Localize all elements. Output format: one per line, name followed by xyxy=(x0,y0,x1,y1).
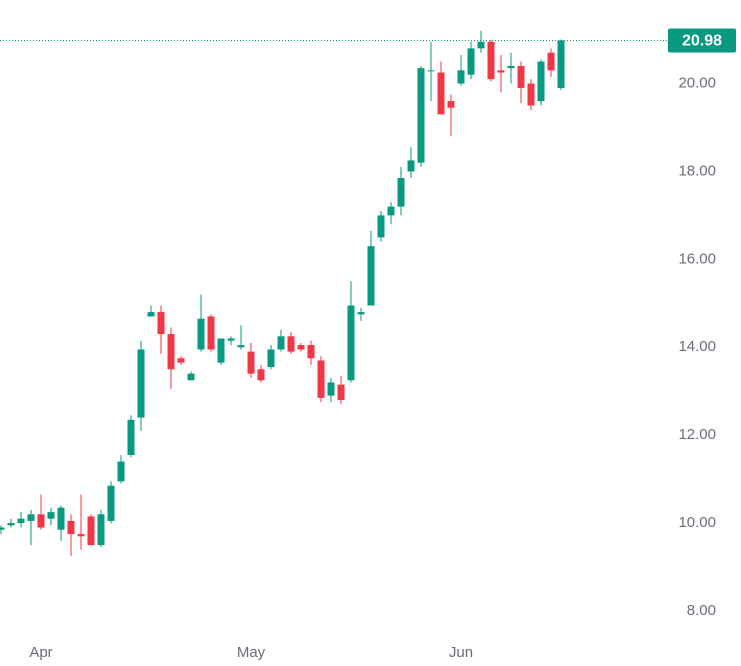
candle-body xyxy=(277,336,285,350)
candle-body xyxy=(27,514,35,521)
candle-body xyxy=(527,83,535,106)
candle-body xyxy=(487,41,495,80)
candle-body xyxy=(227,338,235,341)
candle-body xyxy=(197,318,205,350)
candle-body xyxy=(207,316,215,350)
candle-body xyxy=(257,369,265,381)
candle-body xyxy=(117,461,125,482)
x-tick-label: Apr xyxy=(29,644,52,661)
last-price-label: 20.98 xyxy=(682,33,722,50)
candle-body xyxy=(557,40,565,88)
candle-body xyxy=(307,345,315,359)
candle-body xyxy=(517,65,525,88)
candle-body xyxy=(457,70,465,84)
candle-body xyxy=(447,101,455,108)
candle-body xyxy=(367,246,375,306)
candle-body xyxy=(327,382,335,396)
candle-body xyxy=(107,485,115,521)
x-tick-label: May xyxy=(237,644,266,661)
candle-body xyxy=(47,512,55,519)
candle-body xyxy=(287,336,295,352)
candle-body xyxy=(87,516,95,546)
candle-body xyxy=(347,305,355,381)
y-tick-label: 10.00 xyxy=(678,514,716,531)
candle-body xyxy=(167,334,175,370)
candle-body xyxy=(127,419,135,455)
candle-body xyxy=(417,68,425,163)
candle-body xyxy=(7,523,15,526)
last-price-box xyxy=(668,28,736,53)
candle-body xyxy=(67,520,75,535)
y-tick-label: 14.00 xyxy=(678,338,716,355)
candle-body xyxy=(37,514,45,528)
candle-body xyxy=(147,312,155,317)
candle-body xyxy=(247,351,255,374)
candle-body xyxy=(537,61,545,102)
candle-body xyxy=(267,349,275,368)
candle-body xyxy=(467,48,475,75)
candle-body xyxy=(547,52,555,71)
candle-body xyxy=(97,514,105,546)
candle-body xyxy=(337,384,345,401)
candle-body xyxy=(57,507,65,530)
candle-body xyxy=(187,373,195,381)
x-tick-label: Jun xyxy=(449,644,473,661)
candle-body xyxy=(497,70,505,73)
candle-body xyxy=(17,518,25,524)
candle-body xyxy=(407,160,415,172)
candle-body xyxy=(217,338,225,363)
y-tick-label: 20.00 xyxy=(678,74,716,91)
candle-body xyxy=(477,41,485,49)
candle-body xyxy=(77,534,85,537)
y-tick-label: 16.00 xyxy=(678,250,716,267)
candle-body xyxy=(237,345,245,348)
y-tick-label: 18.00 xyxy=(678,162,716,179)
candle-body xyxy=(427,70,435,72)
candle-body xyxy=(317,360,325,398)
candle-body xyxy=(177,358,185,363)
candle-body xyxy=(137,349,145,418)
candle-body xyxy=(437,72,445,115)
candle-body xyxy=(397,178,405,207)
candle-body xyxy=(377,215,385,238)
candle-body xyxy=(357,312,365,315)
candle-body xyxy=(507,65,515,69)
candle-body xyxy=(297,345,305,350)
candle-body xyxy=(0,527,5,530)
y-tick-label: 8.00 xyxy=(687,602,716,619)
candle-body xyxy=(387,206,395,216)
y-tick-label: 12.00 xyxy=(678,426,716,443)
candle-body xyxy=(157,312,165,335)
